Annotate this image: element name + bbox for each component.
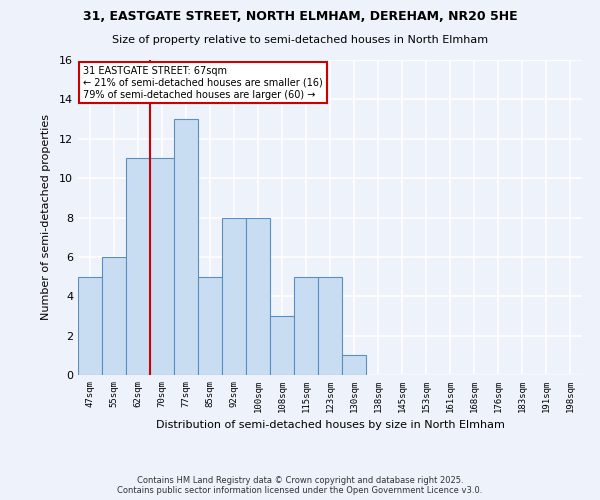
- Text: 31 EASTGATE STREET: 67sqm
← 21% of semi-detached houses are smaller (16)
79% of : 31 EASTGATE STREET: 67sqm ← 21% of semi-…: [83, 66, 323, 100]
- Bar: [246, 218, 270, 375]
- X-axis label: Distribution of semi-detached houses by size in North Elmham: Distribution of semi-detached houses by …: [155, 420, 505, 430]
- Y-axis label: Number of semi-detached properties: Number of semi-detached properties: [41, 114, 50, 320]
- Bar: [174, 119, 198, 375]
- Bar: [222, 218, 246, 375]
- Text: Size of property relative to semi-detached houses in North Elmham: Size of property relative to semi-detach…: [112, 35, 488, 45]
- Bar: [150, 158, 174, 375]
- Bar: [270, 316, 294, 375]
- Bar: [198, 276, 222, 375]
- Bar: [318, 276, 342, 375]
- Bar: [342, 356, 366, 375]
- Text: Contains HM Land Registry data © Crown copyright and database right 2025.
Contai: Contains HM Land Registry data © Crown c…: [118, 476, 482, 495]
- Text: 31, EASTGATE STREET, NORTH ELMHAM, DEREHAM, NR20 5HE: 31, EASTGATE STREET, NORTH ELMHAM, DEREH…: [83, 10, 517, 23]
- Bar: [102, 257, 126, 375]
- Bar: [294, 276, 318, 375]
- Bar: [126, 158, 150, 375]
- Bar: [78, 276, 102, 375]
